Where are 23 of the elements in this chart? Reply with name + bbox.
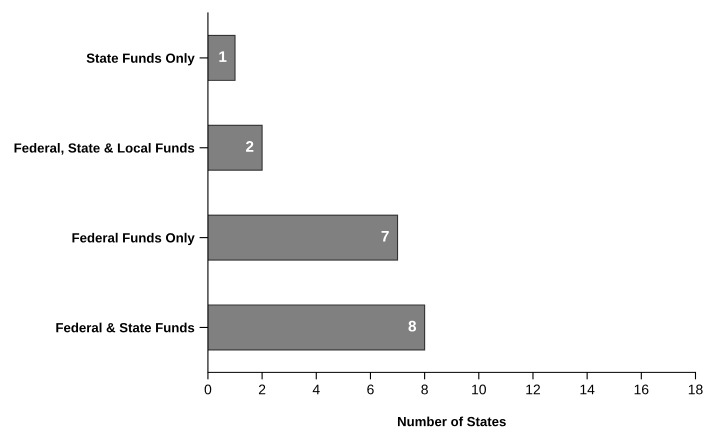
x-tick-label: 2 [258, 384, 266, 394]
y-tick-label: Federal, State & Local Funds [14, 142, 194, 155]
x-tick-label: 14 [580, 384, 594, 394]
x-tick-label: 4 [312, 384, 320, 394]
data-label: 1 [219, 51, 226, 62]
bar [208, 124, 263, 171]
x-tick-label: 16 [634, 384, 648, 394]
data-label: 2 [246, 141, 254, 152]
x-tick-label: 0 [204, 384, 212, 394]
y-tick-label: Federal Funds Only [72, 232, 195, 246]
y-tick-label: Federal & State Funds [56, 322, 194, 332]
y-tick-label: State Funds Only [86, 53, 195, 66]
x-tick-label: 10 [472, 384, 486, 394]
x-tick-label: 8 [421, 384, 428, 394]
bar [208, 304, 426, 350]
x-tick-label: 12 [526, 384, 540, 394]
x-tick-label: 6 [367, 384, 374, 394]
x-tick-label: 18 [688, 384, 703, 394]
bar [208, 214, 398, 261]
bar [208, 34, 236, 81]
x-axis-title: Number of States [398, 416, 506, 426]
data-label: 8 [408, 320, 416, 332]
data-label: 7 [382, 231, 389, 242]
